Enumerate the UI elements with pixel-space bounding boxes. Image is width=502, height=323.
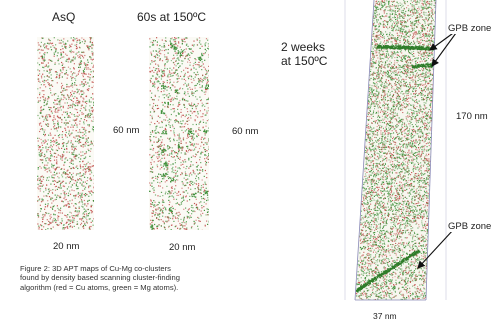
label-asq: AsQ xyxy=(52,10,76,24)
height-label-60s-left: 60 nm xyxy=(113,125,140,136)
width-label-37nm: 37 nm xyxy=(373,311,397,321)
width-label-60s: 20 nm xyxy=(169,242,196,253)
apt-map-60s xyxy=(149,37,209,230)
label-60s: 60s at 150ºC xyxy=(137,10,207,24)
gpb-zone-label-bottom: GPB zone xyxy=(448,221,492,232)
caption-line-3: algorithm (red = Cu atoms, green = Mg at… xyxy=(20,282,179,292)
caption-line-1: Figure 2: 3D APT maps of Cu-Mg co-cluste… xyxy=(20,264,171,273)
condition-label-line-1: 2 weeks xyxy=(281,40,326,54)
apt-map-asq xyxy=(37,37,94,230)
condition-label-line-2: at 150ºC xyxy=(281,54,328,68)
apt-map-2weeks xyxy=(344,0,457,301)
caption-line-2: found by density based scanning cluster-… xyxy=(20,273,180,283)
width-label-asq: 20 nm xyxy=(53,241,80,252)
gpb-zone-label-top: GPB zone xyxy=(448,23,492,34)
atom-scatter-asq xyxy=(37,37,94,230)
figure-caption: Figure 2: 3D APT maps of Cu-Mg co-cluste… xyxy=(20,264,275,292)
height-label-60s-right: 60 nm xyxy=(232,126,259,137)
atom-scatter-60s xyxy=(149,37,209,230)
height-label-170nm: 170 nm xyxy=(456,111,488,122)
